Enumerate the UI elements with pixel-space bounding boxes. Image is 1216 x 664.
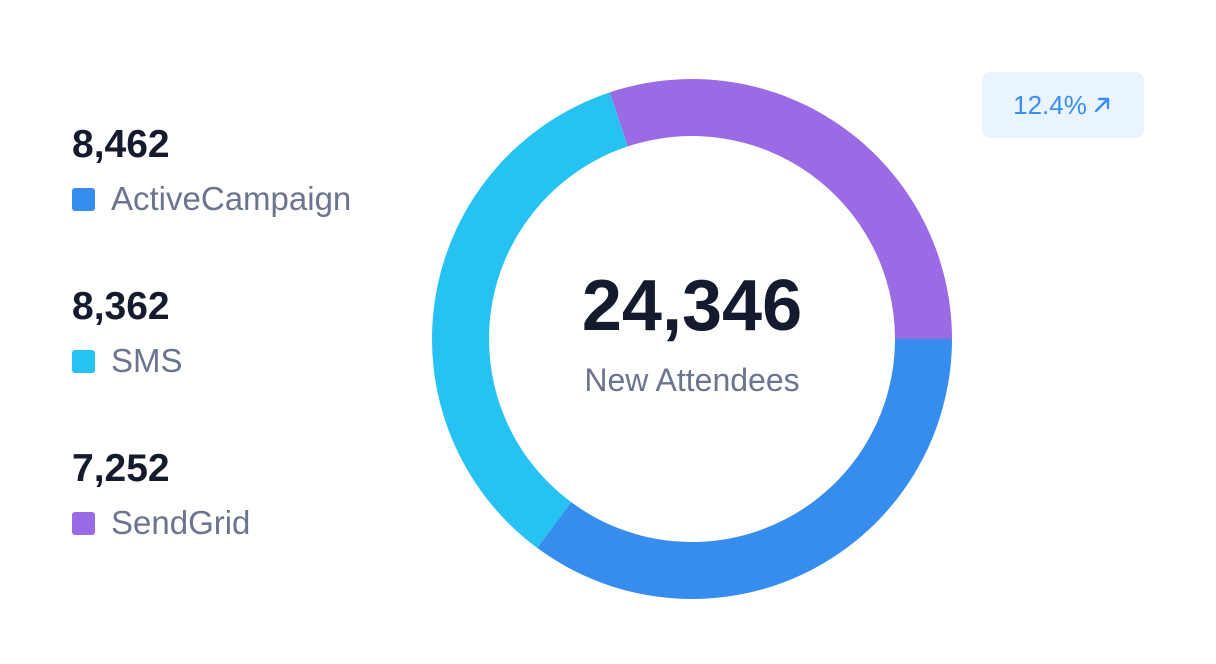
legend-label-activecampaign: ActiveCampaign <box>111 180 352 217</box>
donut-chart-svg <box>432 78 952 599</box>
legend-value-activecampaign: 8,462 <box>72 123 170 166</box>
legend-value-sendgrid: 7,252 <box>72 447 170 490</box>
donut-slice-activecampaign <box>537 339 952 599</box>
total-value: 24,346 <box>581 266 803 346</box>
legend-label-sms: SMS <box>111 342 183 379</box>
chart-legend: 8,462 ActiveCampaign 8,362 SMS 7,252 Sen… <box>72 0 432 664</box>
arrow-up-right-icon <box>1094 97 1110 113</box>
donut-center: 24,346 New Attendees <box>425 72 959 606</box>
donut-slice-sendgrid <box>609 78 952 339</box>
total-label: New Attendees <box>584 362 800 398</box>
legend-swatch-activecampaign <box>72 187 95 211</box>
legend-label-row-sms: SMS <box>72 341 183 381</box>
legend-label-row-sendgrid: SendGrid <box>72 503 250 543</box>
legend-swatch-sms <box>72 349 95 373</box>
legend-swatch-sendgrid <box>72 511 95 535</box>
donut-slice-sms <box>432 92 628 548</box>
legend-label-sendgrid: SendGrid <box>111 504 251 541</box>
donut-chart: 24,346 New Attendees <box>425 72 959 606</box>
legend-label-row-activecampaign: ActiveCampaign <box>72 179 351 219</box>
legend-value-sms: 8,362 <box>72 285 170 328</box>
change-badge: 12.4% <box>982 72 1144 138</box>
change-badge-text: 12.4% <box>1013 90 1087 120</box>
arrow-up-right-path <box>1094 97 1110 113</box>
